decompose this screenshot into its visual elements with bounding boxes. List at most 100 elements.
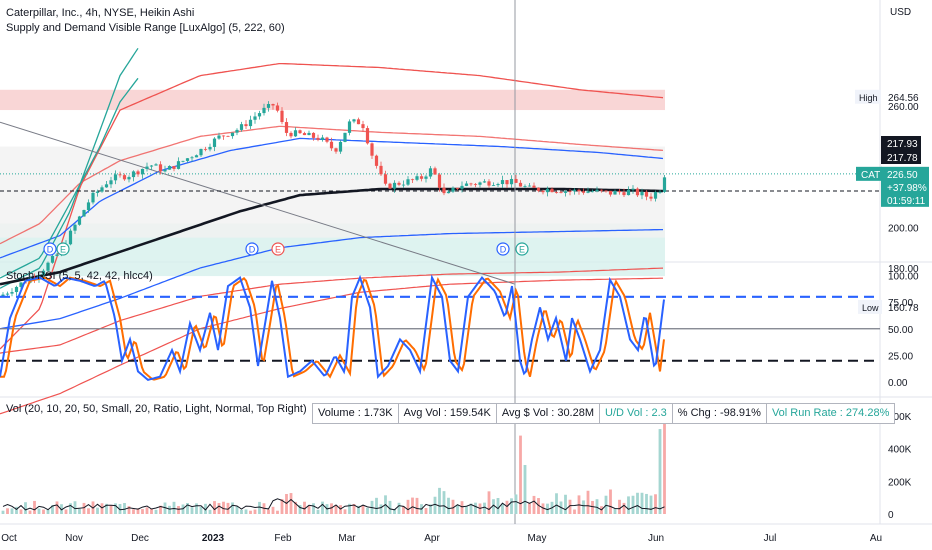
candle — [536, 187, 541, 193]
candle-body — [424, 176, 428, 179]
candle — [235, 128, 239, 136]
candle — [500, 175, 505, 188]
volume-bar — [303, 501, 306, 514]
volume-bar — [96, 507, 99, 514]
candle-body — [136, 171, 140, 175]
volume-bar — [154, 509, 158, 514]
candle — [455, 187, 460, 191]
volume-bar — [19, 509, 23, 514]
candle — [244, 120, 248, 130]
candle — [433, 166, 437, 175]
lower-inner-band — [0, 267, 664, 354]
candle-body — [181, 160, 185, 162]
candle-body — [586, 191, 590, 193]
volume-bar — [492, 499, 495, 514]
candle-body — [212, 138, 217, 147]
candle — [365, 125, 370, 145]
candle — [617, 189, 622, 195]
volume-tick-label: 0 — [888, 510, 894, 521]
volume-bar — [267, 509, 270, 514]
candle-body — [487, 181, 491, 186]
candle-body — [311, 132, 316, 138]
candle — [140, 168, 145, 179]
volume-bar — [46, 509, 50, 514]
symbol-tag: CAT — [861, 170, 880, 181]
candle — [514, 174, 518, 183]
candle — [262, 103, 266, 116]
volume-bar — [141, 509, 144, 514]
candle-body — [397, 182, 401, 185]
candle — [217, 132, 221, 140]
candle-body — [221, 135, 226, 137]
candle-body — [298, 130, 302, 134]
candle — [145, 162, 149, 172]
stoch-tick-label: 50.00 — [888, 325, 913, 336]
volume-bar — [415, 497, 419, 514]
candle — [127, 175, 131, 183]
time-axis-label: Nov — [65, 533, 83, 544]
candle-body — [235, 129, 239, 133]
candle — [131, 170, 136, 182]
event-marker-circle — [56, 242, 70, 256]
volume-bar — [132, 509, 135, 514]
candle — [86, 199, 91, 213]
indicator-title: Supply and Demand Visible Range [LuxAlgo… — [6, 22, 285, 34]
candle — [91, 191, 95, 205]
candle-body — [478, 182, 482, 185]
candle — [14, 285, 19, 296]
candle — [482, 179, 487, 183]
candle-body — [496, 184, 500, 186]
candle-body — [68, 230, 73, 245]
price-tick-label: 260.00 — [888, 102, 919, 113]
candle-body — [280, 110, 284, 123]
volume-bar — [411, 497, 414, 514]
candle-body — [334, 148, 338, 152]
candle-body — [622, 192, 626, 196]
candle — [343, 132, 347, 143]
volume-bar — [136, 508, 140, 514]
trend-line — [0, 121, 516, 285]
volume-bar — [249, 510, 252, 514]
candle-body — [563, 191, 568, 193]
candle-body — [239, 124, 244, 130]
event-marker-circle — [496, 242, 510, 256]
volume-bar — [190, 507, 194, 514]
candle-body — [266, 104, 271, 108]
green-band-2 — [0, 77, 139, 279]
candle — [604, 190, 608, 193]
candle — [374, 154, 379, 169]
candle-body — [199, 148, 203, 156]
stoch-tick-label: 0.00 — [888, 378, 908, 389]
candle — [478, 181, 482, 188]
candle-body — [491, 185, 496, 186]
candle-body — [86, 202, 91, 211]
candle — [253, 112, 257, 124]
event-marker-d: D — [496, 242, 510, 256]
candle-body — [361, 124, 365, 129]
volume-bar — [51, 505, 54, 514]
candle — [181, 160, 185, 163]
candle-body — [365, 128, 370, 144]
stat-pct-change: % Chg : -98.91% — [673, 404, 767, 423]
volume-bar — [78, 509, 81, 514]
volume-bar — [10, 508, 14, 514]
candle-body — [172, 166, 176, 169]
candle — [221, 135, 226, 140]
candle-body — [262, 107, 266, 114]
candle-body — [284, 122, 289, 133]
candle — [631, 185, 635, 194]
volume-bar — [496, 497, 500, 514]
candle — [347, 119, 352, 136]
volume-bar — [73, 501, 77, 514]
volume-bar — [357, 505, 360, 514]
candle — [212, 137, 217, 152]
candle — [100, 185, 104, 193]
candle-body — [217, 135, 221, 139]
candle — [662, 175, 667, 193]
volume-bar — [555, 493, 558, 514]
volume-bar — [537, 498, 540, 514]
low-label-box — [858, 299, 882, 314]
volume-bar — [217, 503, 221, 514]
volume-bar — [406, 499, 410, 514]
